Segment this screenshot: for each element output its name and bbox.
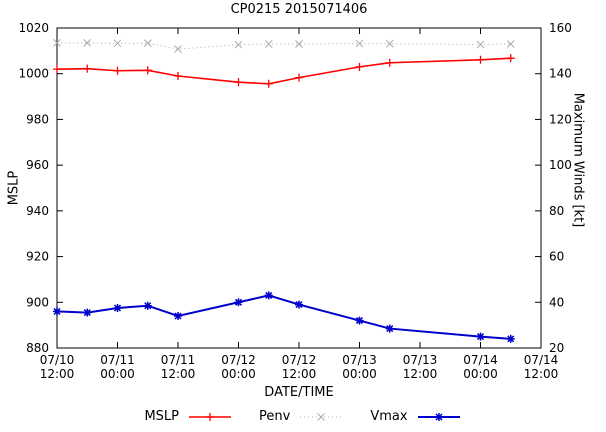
svg-text:20: 20 xyxy=(549,341,564,355)
chart-title: CP0215 2015071406 xyxy=(230,2,368,17)
svg-text:00:00: 00:00 xyxy=(221,367,256,381)
svg-text:160: 160 xyxy=(549,21,572,35)
legend-item-penv: Penv xyxy=(259,409,344,424)
svg-text:1000: 1000 xyxy=(18,67,49,81)
svg-text:12:00: 12:00 xyxy=(282,367,317,381)
svg-text:880: 880 xyxy=(26,341,49,355)
y-axis-label: MSLP xyxy=(6,170,22,206)
svg-text:12:00: 12:00 xyxy=(161,367,196,381)
svg-text:60: 60 xyxy=(549,250,564,264)
svg-text:120: 120 xyxy=(549,112,572,126)
svg-text:12:00: 12:00 xyxy=(403,367,438,381)
legend-sample-penv xyxy=(300,412,343,421)
svg-text:140: 140 xyxy=(549,67,572,81)
svg-text:07/12: 07/12 xyxy=(282,353,317,367)
legend-item-vmax: Vmax xyxy=(370,409,461,424)
x-axis-label: DATE/TIME xyxy=(264,385,334,400)
svg-text:07/13: 07/13 xyxy=(342,353,377,367)
svg-text:1020: 1020 xyxy=(18,21,49,35)
svg-text:80: 80 xyxy=(549,204,564,218)
svg-text:07/12: 07/12 xyxy=(221,353,256,367)
svg-text:07/13: 07/13 xyxy=(403,353,438,367)
svg-text:12:00: 12:00 xyxy=(524,367,559,381)
legend-sample-mslp xyxy=(189,412,232,421)
svg-text:980: 980 xyxy=(26,112,49,126)
svg-text:900: 900 xyxy=(26,295,49,309)
svg-text:00:00: 00:00 xyxy=(463,367,498,381)
svg-text:920: 920 xyxy=(26,250,49,264)
y2-axis-label: Maximum Winds [kt] xyxy=(570,92,586,228)
svg-text:07/11: 07/11 xyxy=(161,353,196,367)
svg-text:07/11: 07/11 xyxy=(100,353,135,367)
legend-item-mslp: MSLP xyxy=(144,409,233,424)
svg-text:960: 960 xyxy=(26,158,49,172)
legend: MSLP Penv Vmax xyxy=(0,409,606,424)
legend-label-mslp: MSLP xyxy=(144,409,180,424)
svg-text:100: 100 xyxy=(549,158,572,172)
svg-text:07/14: 07/14 xyxy=(524,353,559,367)
svg-text:00:00: 00:00 xyxy=(342,367,377,381)
legend-label-penv: Penv xyxy=(259,409,291,424)
legend-label-vmax: Vmax xyxy=(370,409,408,424)
legend-sample-vmax xyxy=(417,412,460,421)
svg-text:12:00: 12:00 xyxy=(40,367,75,381)
svg-text:40: 40 xyxy=(549,295,564,309)
svg-text:07/14: 07/14 xyxy=(463,353,498,367)
svg-text:00:00: 00:00 xyxy=(100,367,135,381)
svg-text:07/10: 07/10 xyxy=(40,353,75,367)
svg-text:940: 940 xyxy=(26,204,49,218)
